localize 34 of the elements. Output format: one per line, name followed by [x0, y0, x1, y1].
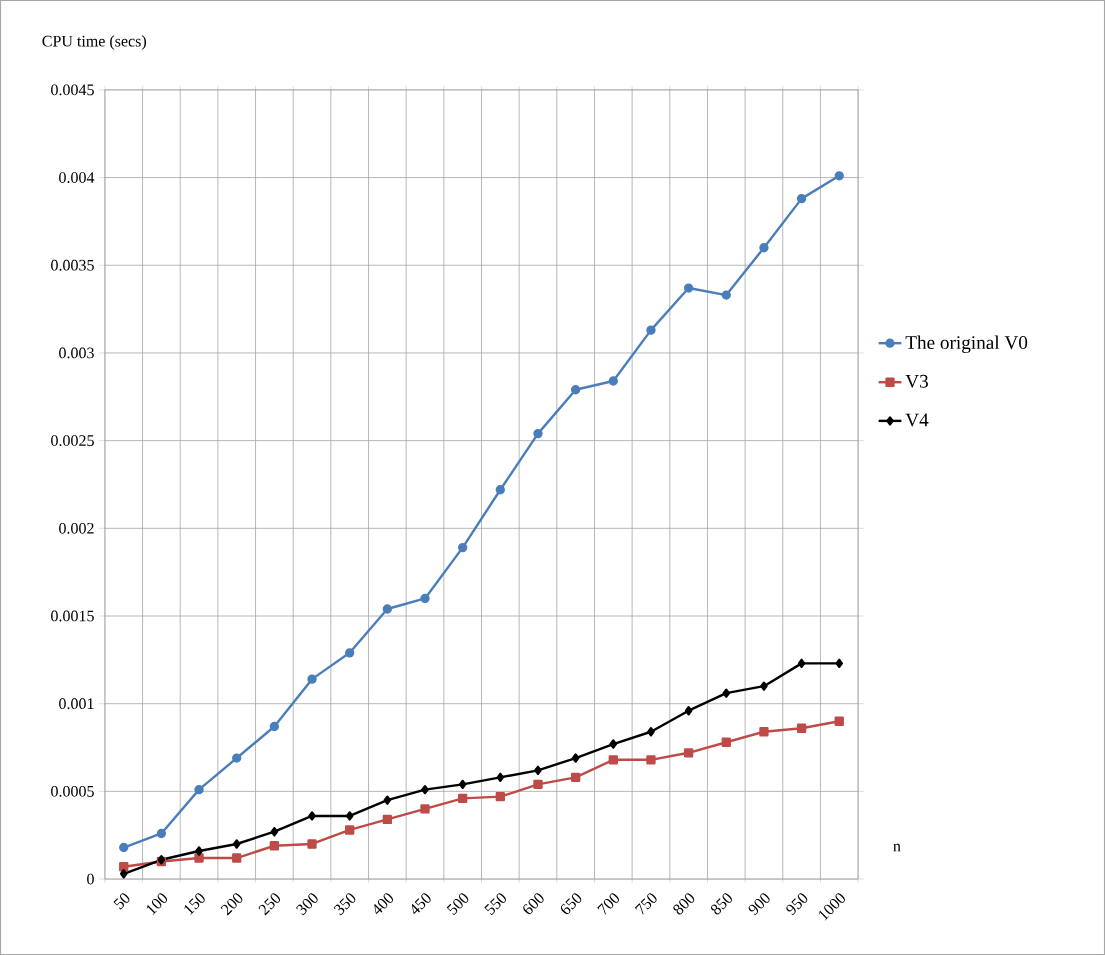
- y-tick-label: 0: [87, 873, 94, 885]
- x-tick-label: 50: [113, 893, 130, 910]
- x-tick-label: 550: [484, 893, 507, 916]
- x-axis-title: n: [893, 843, 901, 852]
- x-tick-label: 450: [411, 893, 431, 915]
- x-tick-label: 200: [220, 893, 243, 916]
- y-tick-label: 0.003: [59, 347, 94, 359]
- x-tick-label: 800: [673, 893, 695, 915]
- x-tick-label: 850: [711, 893, 732, 915]
- y-tick-label: 0.001: [59, 698, 94, 710]
- x-tick-label: 300: [296, 893, 318, 916]
- y-tick-label: 0.0045: [51, 84, 94, 96]
- y-tick-label: 0.0015: [51, 610, 94, 622]
- y-axis-title: CPU time (secs): [42, 35, 147, 50]
- x-tick-label: 400: [374, 893, 394, 915]
- legend-label: The original V0: [905, 335, 1028, 354]
- x-tick-label: 650: [560, 893, 582, 914]
- legend-label: V3: [905, 374, 928, 388]
- y-tick-label: 0.002: [59, 522, 94, 534]
- y-tick-label: 0.004: [59, 172, 95, 184]
- x-tick-label: 950: [786, 893, 808, 916]
- x-tick-label: 250: [258, 893, 281, 916]
- y-tick-label: 0.0025: [51, 435, 94, 447]
- x-tick-label: 700: [597, 893, 620, 915]
- legend-label: V4: [905, 413, 929, 427]
- x-tick-label: 100: [146, 893, 168, 915]
- x-tick-label: 750: [634, 893, 657, 915]
- x-tick-label: 350: [333, 893, 356, 916]
- y-tick-label: 0.0005: [51, 785, 94, 797]
- y-tick-label: 0.0035: [51, 259, 94, 271]
- x-tick-label: 150: [184, 893, 205, 915]
- x-tick-label: 600: [523, 893, 544, 914]
- x-tick-label: 500: [446, 893, 469, 916]
- x-tick-label: 900: [748, 893, 770, 916]
